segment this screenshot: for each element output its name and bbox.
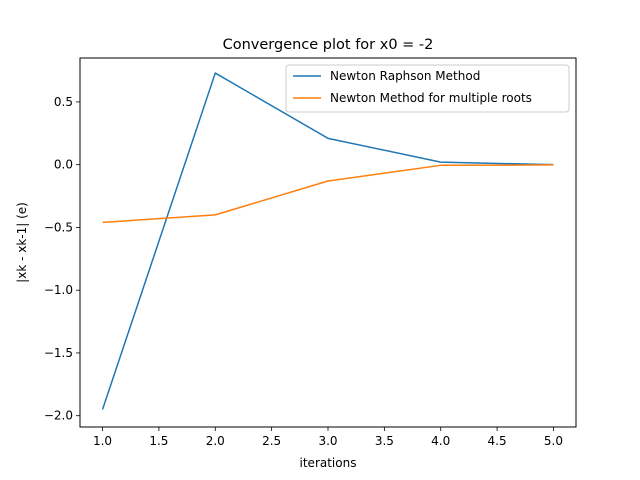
legend-label-newton-raphson: Newton Raphson Method (330, 69, 480, 83)
legend: Newton Raphson Method Newton Method for … (285, 64, 570, 113)
x-tick-label: 3.5 (375, 434, 394, 448)
legend-label-multiple-roots: Newton Method for multiple roots (330, 91, 532, 105)
y-tick-label: −0.5 (44, 220, 73, 234)
x-tick-label: 4.5 (488, 434, 507, 448)
y-tick-label: 0.5 (54, 95, 73, 109)
x-tick-label: 5.0 (544, 434, 563, 448)
chart-title: Convergence plot for x0 = -2 (223, 37, 434, 53)
x-tick-label: 2.5 (262, 434, 281, 448)
x-tick-label: 3.0 (318, 434, 337, 448)
y-tick-label: −2.0 (44, 409, 73, 423)
legend-box (285, 64, 570, 113)
plot-lines (101, 72, 554, 410)
x-tick-label: 4.0 (431, 434, 450, 448)
y-tick-label: −1.5 (44, 346, 73, 360)
y-axis-ticks: −2.0 −1.5 −1.0 −0.5 0.0 0.5 (44, 95, 80, 423)
series-line-0 (101, 72, 554, 410)
x-tick-label: 1.5 (149, 434, 168, 448)
series-line-1 (102, 164, 554, 224)
y-tick-label: 0.0 (54, 158, 73, 172)
y-axis-label: |xk - xk-1| (e) (15, 202, 29, 283)
x-axis-label: iterations (300, 456, 357, 470)
x-tick-label: 2.0 (206, 434, 225, 448)
y-tick-label: −1.0 (44, 283, 73, 297)
x-axis-ticks: 1.0 1.5 2.0 2.5 3.0 3.5 4.0 4.5 5.0 (93, 427, 563, 448)
x-tick-label: 1.0 (93, 434, 112, 448)
